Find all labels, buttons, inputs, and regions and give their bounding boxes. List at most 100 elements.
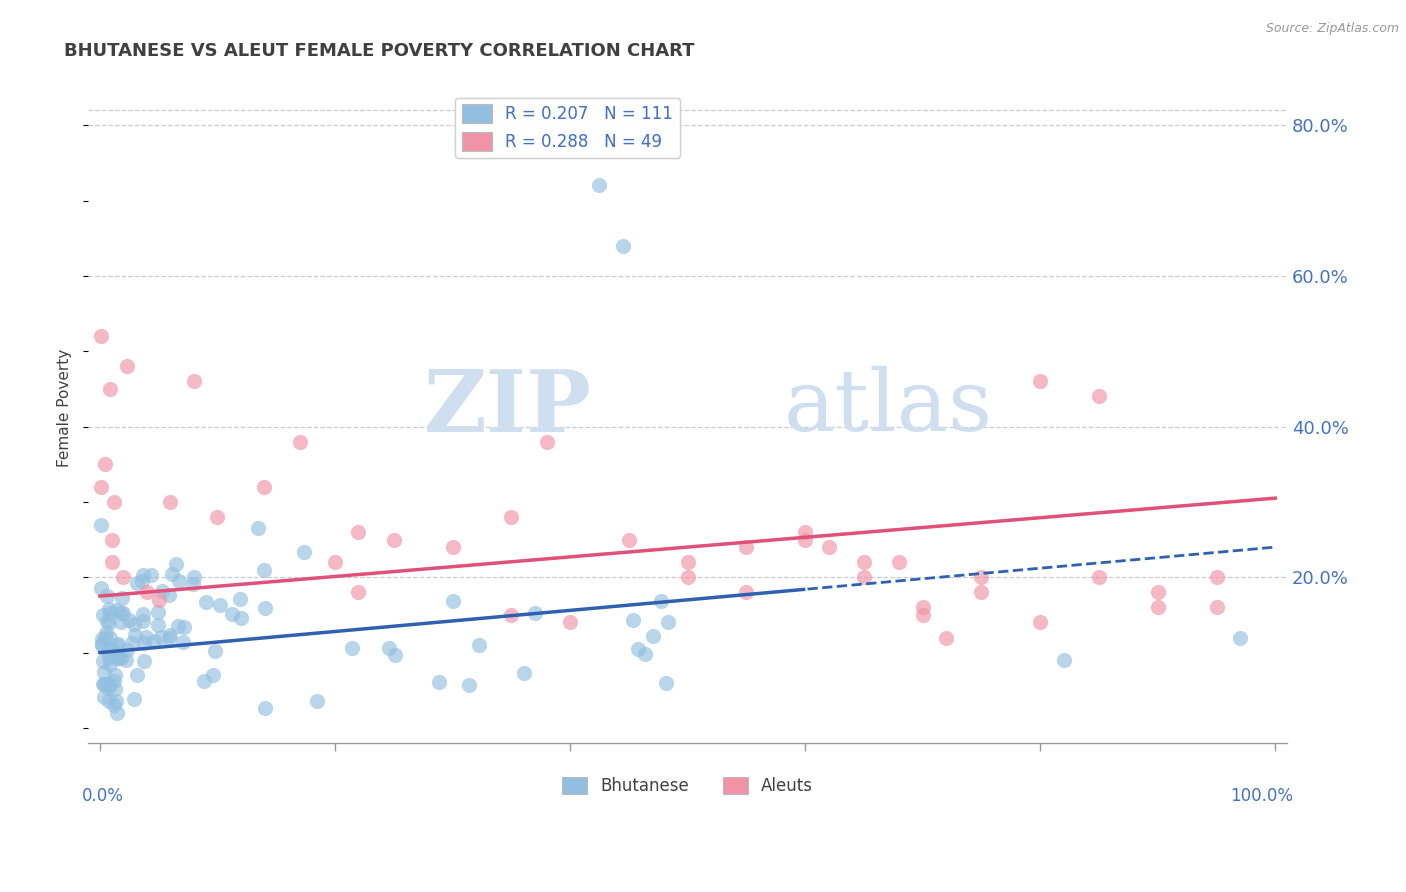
Point [101, 555, 124, 569]
Point [231, 611, 253, 625]
Point [132, 568, 155, 582]
Point [135, 630, 157, 644]
Point [1088, 570, 1111, 584]
Point [621, 613, 644, 627]
Point [657, 615, 679, 629]
Point [94, 625, 117, 640]
Text: Source: ZipAtlas.com: Source: ZipAtlas.com [1265, 22, 1399, 36]
Point [253, 700, 276, 714]
Point [104, 668, 127, 682]
Point [98, 657, 121, 671]
Point [91, 638, 114, 652]
Point [292, 545, 315, 559]
Point [97, 644, 120, 658]
Point [107, 650, 129, 665]
Point [347, 585, 370, 599]
Point [105, 706, 128, 720]
Point [172, 635, 194, 649]
Point [794, 533, 817, 547]
Point [98, 606, 121, 620]
Point [125, 575, 148, 590]
Point [1205, 570, 1227, 584]
Point [121, 636, 143, 650]
Point [735, 585, 758, 599]
Point [96, 614, 118, 628]
Point [173, 620, 195, 634]
Point [115, 643, 138, 657]
Legend: R = 0.207   N = 111, R = 0.288   N = 49: R = 0.207 N = 111, R = 0.288 N = 49 [456, 97, 681, 158]
Text: 100.0%: 100.0% [1230, 787, 1294, 805]
Point [91, 677, 114, 691]
Point [112, 606, 135, 620]
Point [340, 640, 363, 655]
Point [612, 238, 634, 252]
Point [1029, 375, 1052, 389]
Point [100, 631, 122, 645]
Point [382, 533, 405, 547]
Point [98, 678, 121, 692]
Text: ZIP: ZIP [425, 366, 592, 450]
Point [288, 434, 311, 449]
Point [98, 382, 121, 396]
Point [105, 603, 128, 617]
Point [655, 676, 678, 690]
Point [107, 651, 129, 665]
Point [1205, 600, 1227, 615]
Y-axis label: Female Poverty: Female Poverty [58, 349, 72, 467]
Point [107, 637, 129, 651]
Point [253, 601, 276, 615]
Point [166, 619, 188, 633]
Text: atlas: atlas [783, 366, 993, 450]
Point [97, 615, 120, 630]
Point [124, 692, 146, 706]
Point [148, 592, 170, 607]
Point [193, 673, 215, 688]
Point [93, 630, 115, 644]
Point [94, 677, 117, 691]
Point [94, 457, 117, 471]
Point [169, 574, 191, 589]
Point [91, 632, 114, 646]
Point [935, 631, 957, 645]
Point [253, 480, 276, 494]
Point [676, 570, 699, 584]
Point [93, 677, 115, 691]
Point [911, 607, 934, 622]
Point [513, 666, 536, 681]
Point [634, 647, 657, 661]
Point [117, 613, 139, 627]
Point [852, 570, 875, 584]
Point [98, 694, 121, 708]
Point [911, 600, 934, 615]
Point [107, 638, 129, 652]
Point [194, 594, 217, 608]
Point [201, 667, 224, 681]
Point [1229, 631, 1251, 645]
Point [204, 644, 226, 658]
Point [105, 694, 128, 708]
Point [135, 585, 157, 599]
Point [588, 178, 610, 193]
Point [817, 540, 839, 554]
Point [323, 555, 346, 569]
Point [105, 646, 128, 660]
Point [347, 524, 370, 539]
Point [970, 570, 993, 584]
Point [735, 540, 758, 554]
Point [165, 557, 187, 571]
Point [159, 631, 181, 645]
Point [501, 510, 523, 524]
Point [458, 678, 481, 692]
Point [1053, 653, 1076, 667]
Point [132, 614, 155, 628]
Point [183, 375, 205, 389]
Point [124, 628, 146, 642]
Point [150, 630, 173, 644]
Point [626, 641, 648, 656]
Point [90, 329, 112, 343]
Text: 0.0%: 0.0% [82, 787, 124, 805]
Point [115, 359, 138, 374]
Point [641, 629, 664, 643]
Point [110, 615, 132, 630]
Point [91, 607, 114, 622]
